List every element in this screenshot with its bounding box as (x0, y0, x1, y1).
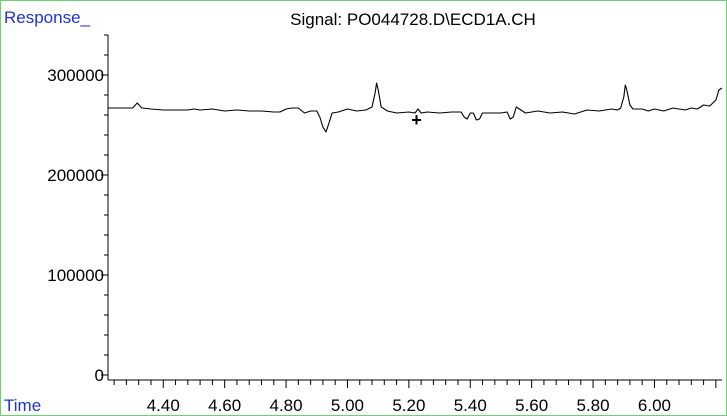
x-tick-label: 5.40 (454, 396, 487, 415)
cursor-marker: + (411, 110, 422, 130)
x-tick-label: 5.60 (515, 396, 548, 415)
x-axis: 4.40 4.60 4.80 5.00 5.20 5.40 5.60 5.80 6.00 (113, 380, 717, 415)
x-axis-label: Time (4, 396, 41, 415)
y-tick-label: 300000 (47, 66, 104, 85)
chart-title: Signal: PO044728.D\ECD1A.CH (290, 10, 536, 29)
y-tick-label: 0 (95, 366, 104, 385)
signal-trace (108, 82, 723, 133)
x-tick-label: 4.40 (147, 396, 180, 415)
x-tick-label: 5.00 (331, 396, 364, 415)
x-tick-label: 5.80 (577, 396, 610, 415)
y-tick-label: 200000 (47, 166, 104, 185)
x-tick-label: 4.60 (208, 396, 241, 415)
y-tick-label: 100000 (47, 266, 104, 285)
x-tick-label: 6.00 (638, 396, 671, 415)
plot-area: + (108, 82, 723, 133)
y-axis: 0 100000 200000 300000 (47, 34, 108, 385)
x-tick-label: 4.80 (270, 396, 303, 415)
x-tick-label: 5.20 (392, 396, 425, 415)
y-axis-label: Response_ (4, 8, 91, 27)
